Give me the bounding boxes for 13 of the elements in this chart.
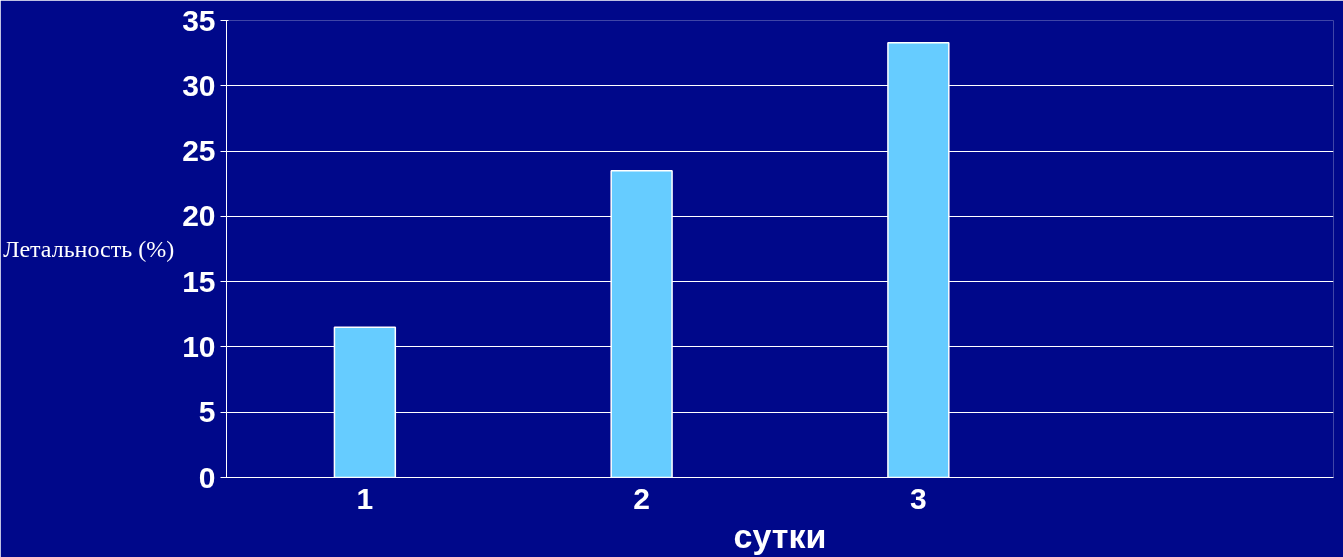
x-axis-title: сутки: [733, 516, 827, 555]
y-tick-label: 0: [198, 460, 216, 494]
y-tick-label: 20: [182, 199, 216, 233]
y-tick-label: 25: [182, 134, 216, 168]
x-tick-label: 3: [910, 481, 927, 515]
x-tick-label: 1: [356, 481, 374, 515]
y-axis-title: Летальность (%): [3, 236, 175, 262]
y-tick-label: 30: [182, 68, 216, 102]
y-tick-label: 10: [182, 329, 216, 363]
y-tick-label: 5: [198, 395, 216, 429]
y-tick-label: 35: [182, 3, 216, 37]
y-tick-label: 15: [182, 264, 216, 298]
x-tick-label: 2: [633, 481, 650, 515]
